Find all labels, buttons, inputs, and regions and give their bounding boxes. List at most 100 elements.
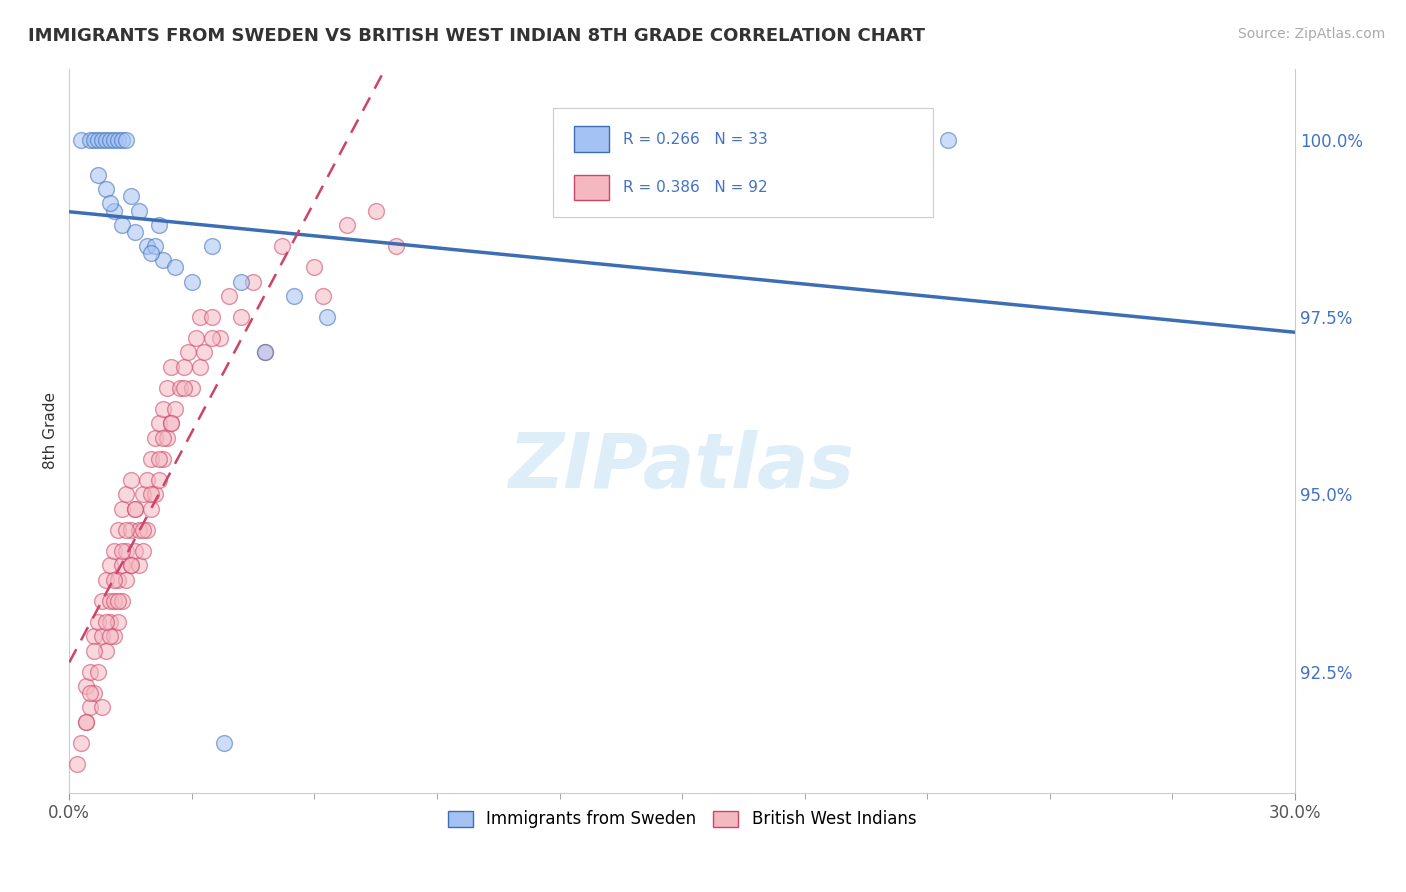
Point (209, 331, 232, 345)
Point (111, 218, 134, 232)
Point (336, 218, 359, 232)
Point (90, 700, 112, 714)
Point (152, 402, 174, 417)
Point (311, 289, 333, 303)
Point (188, 359, 211, 374)
Point (103, 594, 125, 608)
Point (128, 203, 150, 218)
FancyBboxPatch shape (554, 108, 934, 217)
Point (139, 246, 162, 260)
Point (115, 132, 138, 146)
Point (160, 417, 183, 431)
Point (180, 275, 202, 289)
Point (70, 132, 93, 146)
Point (98, 132, 121, 146)
Point (160, 417, 183, 431)
Point (254, 345, 277, 359)
Point (111, 132, 134, 146)
Point (936, 132, 959, 146)
Point (107, 573, 129, 587)
Point (87, 615, 110, 630)
Text: R = 0.386   N = 92: R = 0.386 N = 92 (623, 180, 768, 195)
Point (148, 473, 170, 487)
Point (201, 331, 224, 345)
Point (124, 544, 146, 558)
Point (115, 523, 138, 537)
Point (120, 558, 142, 573)
Point (152, 253, 174, 268)
Point (107, 132, 129, 146)
Point (107, 523, 129, 537)
Point (128, 558, 150, 573)
Point (135, 523, 157, 537)
Point (115, 544, 138, 558)
Point (66, 757, 89, 772)
Point (139, 452, 162, 467)
Point (111, 558, 134, 573)
Text: R = 0.266   N = 33: R = 0.266 N = 33 (623, 132, 768, 146)
Point (156, 431, 179, 445)
Point (120, 473, 142, 487)
Point (90, 630, 112, 644)
Point (283, 289, 305, 303)
Point (98, 594, 121, 608)
Point (111, 501, 134, 516)
Point (75, 679, 97, 693)
Point (124, 225, 146, 239)
Point (152, 431, 174, 445)
Text: Source: ZipAtlas.com: Source: ZipAtlas.com (1237, 27, 1385, 41)
Point (135, 239, 157, 253)
Point (103, 630, 125, 644)
Point (115, 487, 138, 501)
Point (184, 331, 207, 345)
Point (87, 665, 110, 679)
Point (107, 615, 129, 630)
Point (139, 487, 162, 501)
Point (98, 558, 121, 573)
Point (132, 544, 155, 558)
Point (173, 381, 195, 395)
Point (229, 275, 252, 289)
Point (124, 501, 146, 516)
Point (107, 594, 129, 608)
Point (103, 544, 125, 558)
Point (132, 487, 155, 501)
Point (79, 700, 101, 714)
Point (83, 132, 105, 146)
Point (103, 132, 125, 146)
Point (94, 615, 117, 630)
Point (304, 260, 326, 275)
Point (385, 239, 408, 253)
Point (135, 473, 157, 487)
Point (152, 452, 174, 467)
Point (148, 417, 170, 431)
Point (214, 736, 236, 750)
Point (156, 381, 179, 395)
Point (83, 630, 105, 644)
Point (98, 615, 121, 630)
Point (90, 132, 112, 146)
Point (83, 643, 105, 657)
Point (94, 643, 117, 657)
Legend: Immigrants from Sweden, British West Indians: Immigrants from Sweden, British West Ind… (441, 804, 922, 835)
Point (83, 686, 105, 700)
Point (94, 182, 117, 196)
Point (111, 544, 134, 558)
Point (201, 310, 224, 324)
Point (111, 594, 134, 608)
Point (75, 714, 97, 729)
Point (169, 381, 191, 395)
Point (90, 594, 112, 608)
Point (165, 260, 187, 275)
Point (165, 402, 187, 417)
Point (94, 573, 117, 587)
Point (364, 203, 387, 218)
Text: IMMIGRANTS FROM SWEDEN VS BRITISH WEST INDIAN 8TH GRADE CORRELATION CHART: IMMIGRANTS FROM SWEDEN VS BRITISH WEST I… (28, 27, 925, 45)
Point (79, 665, 101, 679)
Point (70, 736, 93, 750)
Point (115, 573, 138, 587)
Point (148, 452, 170, 467)
Point (128, 523, 150, 537)
Point (94, 132, 117, 146)
Point (120, 523, 142, 537)
